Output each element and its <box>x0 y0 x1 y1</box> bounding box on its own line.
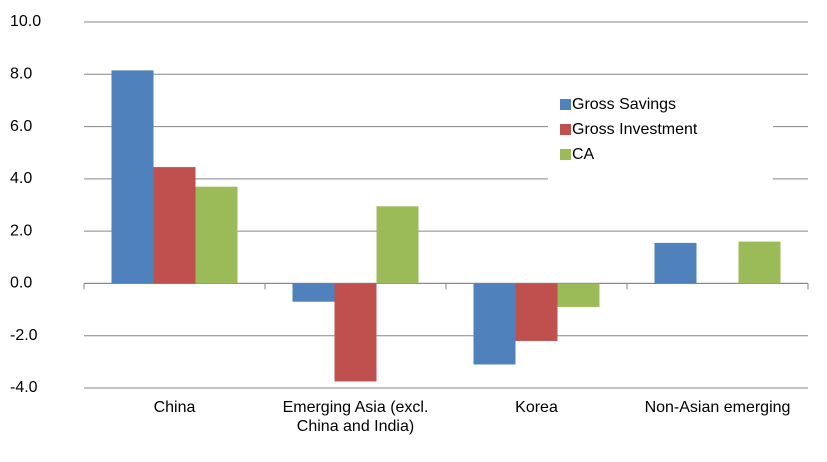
bar <box>376 206 419 284</box>
legend-label: Gross Savings <box>572 96 676 113</box>
y-tick-label: 0.0 <box>10 275 32 292</box>
x-tick-label: Emerging Asia (excl. China and India) <box>282 399 429 435</box>
y-tick-label: 6.0 <box>10 118 32 135</box>
y-tick-label: 8.0 <box>10 66 32 83</box>
bar <box>557 283 600 307</box>
bar <box>111 70 154 284</box>
legend-swatch <box>560 124 571 135</box>
bar <box>334 283 377 382</box>
legend-label: Gross Investment <box>572 121 698 138</box>
y-tick-label: 4.0 <box>10 170 32 187</box>
legend-swatch <box>560 149 571 160</box>
bar <box>195 186 238 284</box>
x-tick-label: Korea <box>515 399 558 416</box>
x-tick-label: China <box>153 399 196 416</box>
y-tick-label: 2.0 <box>10 222 32 239</box>
bar <box>738 241 781 284</box>
legend-box <box>548 93 773 183</box>
legend-swatch <box>560 99 571 110</box>
bar <box>292 283 335 302</box>
bar <box>515 283 558 341</box>
y-tick-label: 10.0 <box>10 13 41 30</box>
legend-label: CA <box>572 146 595 163</box>
y-tick-label: -2.0 <box>10 327 38 344</box>
bar <box>473 283 516 365</box>
bar <box>153 167 196 284</box>
bar <box>654 242 697 284</box>
x-tick-label: Non-Asian emerging <box>644 399 791 416</box>
y-tick-label: -4.0 <box>10 379 38 396</box>
